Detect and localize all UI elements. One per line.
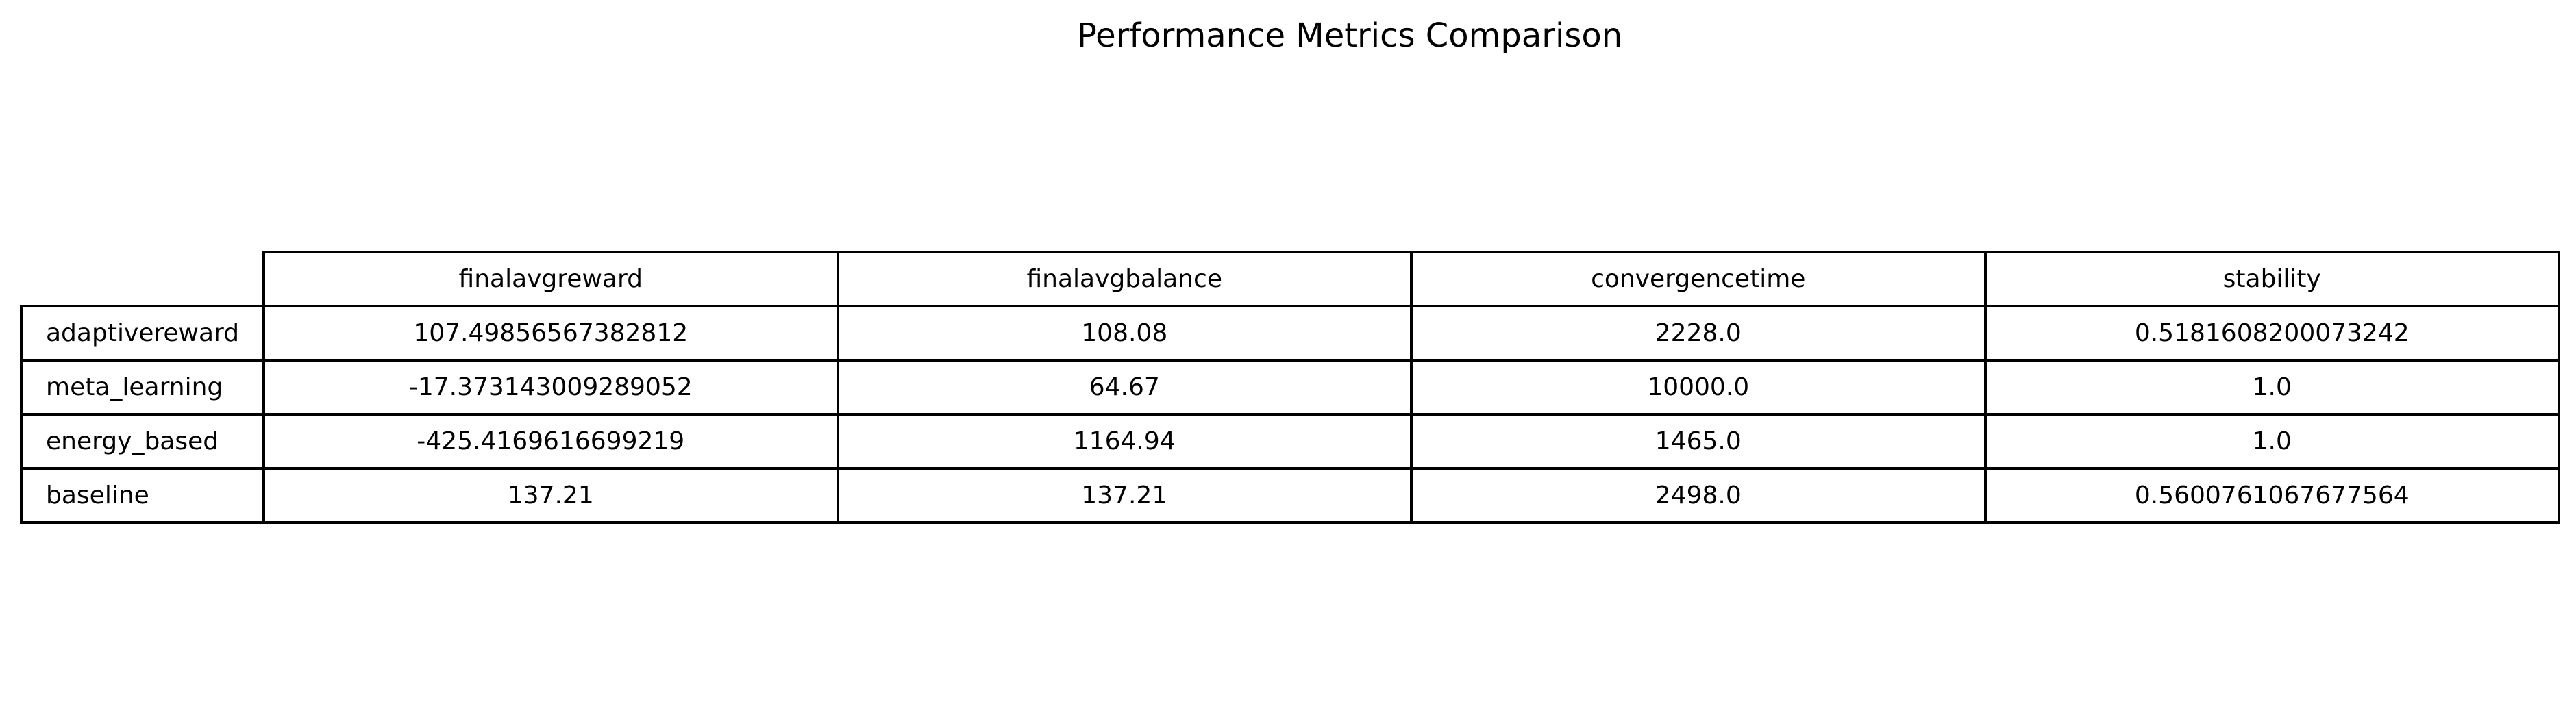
table-cell: 1.0 — [1983, 359, 2560, 416]
table-row: energy_based -425.4169616699219 1164.94 … — [20, 413, 2560, 470]
metrics-table: finalavgreward finalavgbalance convergen… — [20, 251, 2560, 524]
table-cell: 1.0 — [1983, 413, 2560, 470]
table-cell: 108.08 — [836, 305, 1413, 362]
table-cell: 137.21 — [262, 467, 839, 524]
table-cell: 1164.94 — [836, 413, 1413, 470]
table-cell: 137.21 — [836, 467, 1413, 524]
table-row: meta_learning -17.373143009289052 64.67 … — [20, 359, 2560, 416]
column-header-stability: stability — [1983, 251, 2560, 307]
table-cell: 2498.0 — [1410, 467, 1987, 524]
table-row: adaptivereward 107.49856567382812 108.08… — [20, 305, 2560, 362]
table-cell: 0.5600761067677564 — [1983, 467, 2560, 524]
table-cell: 0.5181608200073242 — [1983, 305, 2560, 362]
chart-title: Performance Metrics Comparison — [1076, 16, 1623, 55]
table-row: baseline 137.21 137.21 2498.0 0.56007610… — [20, 467, 2560, 524]
table-header-row: finalavgreward finalavgbalance convergen… — [21, 251, 2560, 307]
table-corner-cell — [21, 252, 265, 307]
table-cell: -425.4169616699219 — [262, 413, 839, 470]
table-cell: -17.373143009289052 — [262, 359, 839, 416]
table-cell: 10000.0 — [1410, 359, 1987, 416]
row-label: energy_based — [20, 413, 265, 470]
row-label: baseline — [20, 467, 265, 524]
table-cell: 64.67 — [836, 359, 1413, 416]
row-label: meta_learning — [20, 359, 265, 416]
table-cell: 1465.0 — [1410, 413, 1987, 470]
column-header-convergencetime: convergencetime — [1410, 251, 1987, 307]
table-cell: 2228.0 — [1410, 305, 1987, 362]
column-header-finalavgreward: finalavgreward — [262, 251, 839, 307]
column-header-finalavgbalance: finalavgbalance — [836, 251, 1413, 307]
row-label: adaptivereward — [20, 305, 265, 362]
table-cell: 107.49856567382812 — [262, 305, 839, 362]
